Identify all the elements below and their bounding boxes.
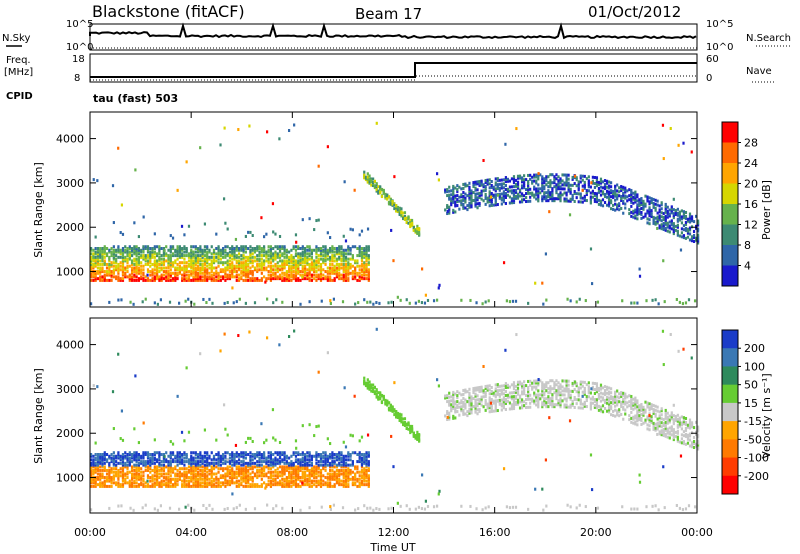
colorbar-segment bbox=[722, 475, 738, 495]
beam-title: Beam 17 bbox=[355, 5, 422, 23]
colorbar-tick-label: -50 bbox=[744, 433, 762, 446]
colorbar-segment bbox=[722, 163, 738, 184]
velocity-ylabel: Slant Range [km] bbox=[32, 368, 45, 464]
colorbar-segment bbox=[722, 421, 738, 440]
x-tick-label: 16:00 bbox=[479, 526, 511, 539]
colorbar-tick-label: 4 bbox=[744, 260, 751, 273]
x-tick-label: 04:00 bbox=[175, 526, 207, 539]
colorbar-segment bbox=[722, 439, 738, 459]
power-colorbar-label: Power [dB] bbox=[760, 180, 773, 240]
nsky-label: N.Sky bbox=[2, 33, 30, 44]
colorbar-tick-label: 15 bbox=[744, 397, 758, 410]
noise-tick-top-right: 10^5 bbox=[706, 19, 733, 30]
colorbar-segment bbox=[722, 142, 738, 164]
time-axis: 00:00 04:00 08:00 12:00 16:00 20:00 00:00 bbox=[74, 112, 713, 539]
colorbar-tick-label: 100 bbox=[744, 360, 765, 373]
date-title: 01/Oct/2012 bbox=[588, 3, 681, 21]
colorbar-tick-label: 50 bbox=[744, 379, 758, 392]
x-tick-label: 08:00 bbox=[276, 526, 308, 539]
colorbar-segment bbox=[722, 384, 738, 404]
freq-tick-bottom: 8 bbox=[74, 73, 80, 84]
x-tick-label: 00:00 bbox=[681, 526, 713, 539]
x-tick-label: 00:00 bbox=[74, 526, 106, 539]
power-ylabel: Slant Range [km] bbox=[32, 162, 45, 258]
frequency-panel: Freq. [MHz] 18 8 60 0 Nave bbox=[4, 53, 774, 84]
colorbar-tick-label: -200 bbox=[744, 470, 769, 483]
noise-tick-bottom-left: 10^0 bbox=[66, 42, 93, 53]
nave-tick-top: 60 bbox=[706, 54, 719, 65]
colorbar-segment bbox=[722, 204, 738, 225]
y-tick-label: 2000 bbox=[56, 427, 84, 440]
colorbar-tick-label: 28 bbox=[744, 137, 758, 150]
velocity-colorbar: 200 100 50 15 -15 -50 -100 -200 bbox=[721, 329, 769, 495]
y-tick-label: 3000 bbox=[56, 383, 84, 396]
x-tick-label: 20:00 bbox=[580, 526, 612, 539]
station-title: Blackstone (fitACF) bbox=[92, 2, 245, 21]
noise-tick-bottom-right: 10^0 bbox=[706, 42, 733, 53]
power-colorbar: 28 24 20 16 12 8 4 bbox=[721, 121, 758, 287]
colorbar-segment bbox=[722, 366, 738, 386]
colorbar-tick-label: 200 bbox=[744, 342, 765, 355]
cpid-label: CPID bbox=[6, 91, 33, 102]
noise-tick-top-left: 10^5 bbox=[66, 19, 93, 30]
colorbar-tick-label: -15 bbox=[744, 415, 762, 428]
y-tick-label: 4000 bbox=[56, 133, 84, 146]
colorbar-tick-label: 12 bbox=[744, 219, 758, 232]
y-tick-label: 4000 bbox=[56, 339, 84, 352]
y-tick-label: 1000 bbox=[56, 266, 84, 279]
colorbar-segment bbox=[722, 348, 738, 367]
noise-panel: N.Sky 10^5 10^0 10^5 10^0 N.Search bbox=[2, 19, 791, 53]
y-tick-label: 2000 bbox=[56, 221, 84, 234]
colorbar-tick-label: 8 bbox=[744, 239, 751, 252]
colorbar-tick-label: 16 bbox=[744, 198, 758, 211]
noise-sky-line bbox=[89, 22, 697, 40]
colorbar-segment bbox=[722, 224, 738, 246]
frequency-line bbox=[90, 62, 697, 78]
colorbar-segment bbox=[722, 245, 738, 266]
colorbar-segment bbox=[722, 122, 738, 143]
colorbar-tick-label: 24 bbox=[744, 157, 758, 170]
freq-unit-label: [MHz] bbox=[4, 67, 33, 78]
y-tick-label: 3000 bbox=[56, 177, 84, 190]
cpid-text: tau (fast) 503 bbox=[93, 92, 178, 105]
velocity-colorbar-label: Velocity [m s⁻¹] bbox=[760, 373, 773, 458]
time-axis-label: Time UT bbox=[369, 541, 415, 554]
velocity-panel: 1000 2000 3000 4000 Slant Range [km] 200 100… bbox=[32, 317, 773, 514]
freq-tick-top: 18 bbox=[72, 54, 85, 65]
colorbar-tick-label: 20 bbox=[744, 178, 758, 191]
freq-label: Freq. bbox=[6, 55, 31, 66]
colorbar-segment bbox=[722, 402, 738, 422]
colorbar-tick-label: -100 bbox=[744, 452, 769, 465]
nave-label: Nave bbox=[746, 66, 772, 77]
y-tick-label: 1000 bbox=[56, 472, 84, 485]
x-tick-label: 12:00 bbox=[378, 526, 410, 539]
nave-tick-bottom: 0 bbox=[706, 73, 712, 84]
power-panel: 1000 2000 3000 4000 Slant Range [km] 28 24 20… bbox=[32, 111, 773, 308]
colorbar-segment bbox=[722, 183, 738, 205]
nsearch-label: N.Search bbox=[746, 33, 791, 44]
colorbar-segment bbox=[722, 265, 738, 287]
power-data bbox=[90, 121, 700, 306]
colorbar-segment bbox=[722, 330, 738, 349]
colorbar-segment bbox=[722, 457, 738, 477]
nave-line bbox=[90, 75, 697, 81]
velocity-data bbox=[90, 327, 700, 512]
